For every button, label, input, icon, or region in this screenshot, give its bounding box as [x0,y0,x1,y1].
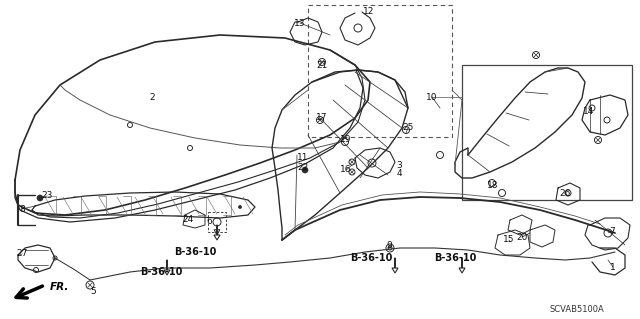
Bar [208,212,226,232]
Text: 6: 6 [206,218,212,226]
Text: B-36-10: B-36-10 [434,253,476,263]
Text: 20: 20 [516,233,528,241]
Text: 10: 10 [426,93,438,101]
Text: 18: 18 [487,182,499,190]
Text: FR.: FR. [50,282,69,292]
Text: 7: 7 [609,227,615,236]
Circle shape [37,195,43,201]
Text: 17: 17 [316,114,328,122]
Text: 21: 21 [316,61,328,70]
Circle shape [302,167,308,173]
Text: 14: 14 [583,108,595,116]
Bar [462,65,632,200]
Text: 19: 19 [340,135,352,144]
Text: 15: 15 [503,235,515,244]
Text: 8: 8 [19,204,25,213]
FancyArrow shape [459,258,465,273]
Text: 12: 12 [364,8,374,17]
FancyArrow shape [164,260,170,275]
Text: B-36-10: B-36-10 [350,253,392,263]
Text: 3: 3 [396,161,402,170]
Text: 9: 9 [386,241,392,249]
Text: B-36-10: B-36-10 [140,267,182,277]
Text: 11: 11 [297,152,308,161]
Text: 23: 23 [42,191,52,201]
Text: 25: 25 [403,123,413,132]
Text: 1: 1 [610,263,616,271]
Text: 5: 5 [90,286,96,295]
Text: SCVAB5100A: SCVAB5100A [550,306,604,315]
FancyArrow shape [214,225,220,240]
Circle shape [388,246,392,250]
Text: 24: 24 [182,216,194,225]
Text: 22: 22 [298,164,308,173]
Text: 2: 2 [149,93,155,101]
Circle shape [239,205,241,209]
Text: B-36-10: B-36-10 [174,247,216,257]
Text: 13: 13 [294,19,306,27]
FancyArrow shape [392,258,398,273]
Text: 26: 26 [559,189,571,197]
Text: 16: 16 [340,166,352,174]
Bar [308,5,452,137]
Text: 27: 27 [16,249,28,258]
Text: 4: 4 [396,169,402,179]
